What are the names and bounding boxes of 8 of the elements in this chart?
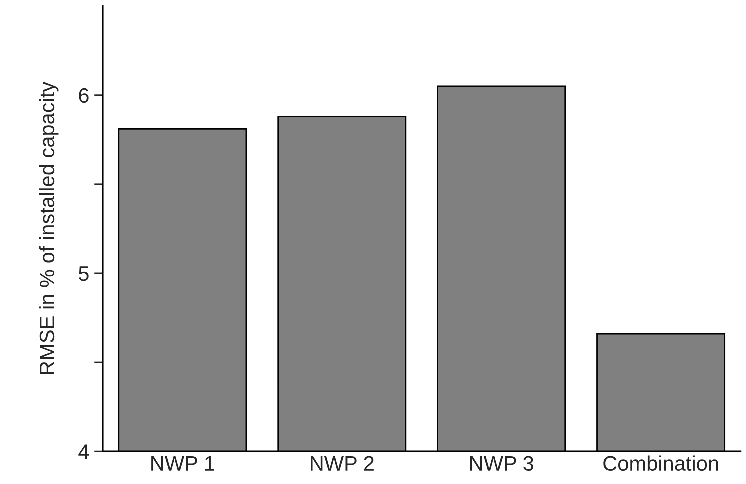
x-tick-label: NWP 1 bbox=[152, 456, 214, 471]
x-tick-label: NWP 3 bbox=[470, 456, 534, 472]
y-tick-label: 6 bbox=[79, 88, 89, 104]
y-axis-title: RMSE in % of installed capacity bbox=[39, 82, 59, 374]
x-tick-label: Combination bbox=[604, 456, 718, 472]
y-tick-label: 4 bbox=[78, 444, 90, 460]
y-tick-label: 5 bbox=[79, 266, 89, 282]
x-tick-label: NWP 2 bbox=[311, 456, 374, 471]
